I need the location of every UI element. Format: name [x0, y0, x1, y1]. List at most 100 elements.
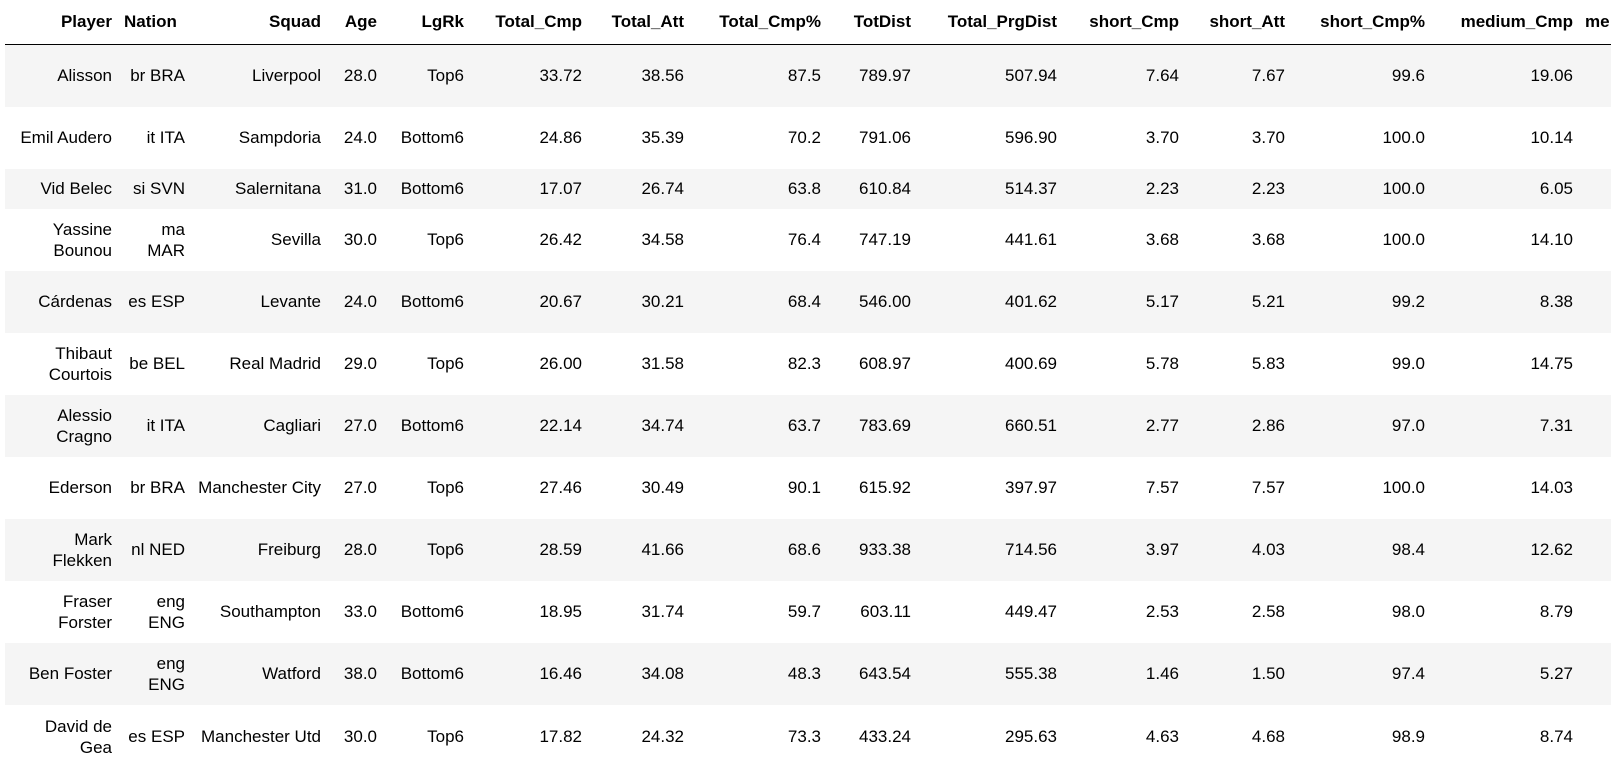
cell-total-cmp: 27.46 — [470, 456, 588, 519]
cell-player: Mark Flekken — [5, 518, 118, 581]
cell-short-cmp: 3.68 — [1063, 208, 1185, 271]
cell-age: 33.0 — [327, 580, 383, 643]
cell-total-cmp-pct: 68.4 — [690, 270, 827, 333]
column-header: Total_PrgDist — [917, 0, 1063, 45]
cell-total-cmp: 33.72 — [470, 44, 588, 107]
cell-total-cmp-pct: 59.7 — [690, 580, 827, 643]
cell-medium-cmp: 19.06 — [1431, 44, 1579, 107]
cell-short-att: 7.67 — [1185, 44, 1291, 107]
header-row: Player Nation Squad Age LgRk Total_Cmp T… — [5, 0, 1611, 45]
cell-short-cmp-pct: 100.0 — [1291, 208, 1431, 271]
cell-age: 31.0 — [327, 168, 383, 209]
cell-medium-cmp: 14.03 — [1431, 456, 1579, 519]
cell-nation: br BRA — [118, 44, 191, 107]
cell-total-att: 31.58 — [588, 332, 690, 395]
table-row: Alisson br BRA Liverpool 28.0 Top6 33.72 38.56… — [5, 44, 1611, 107]
cell-squad: Cagliari — [191, 394, 327, 457]
cell-total-cmp-pct: 73.3 — [690, 704, 827, 769]
cell-lgrk: Top6 — [383, 456, 470, 519]
cell-totdist: 546.00 — [827, 270, 917, 333]
cell-totdist: 933.38 — [827, 518, 917, 581]
cell-total-att: 41.66 — [588, 518, 690, 581]
cell-clipped — [1579, 106, 1611, 169]
cell-totdist: 615.92 — [827, 456, 917, 519]
cell-total-cmp: 28.59 — [470, 518, 588, 581]
cell-age: 30.0 — [327, 704, 383, 769]
cell-totdist: 610.84 — [827, 168, 917, 209]
cell-player: Thibaut Courtois — [5, 332, 118, 395]
cell-totdist: 643.54 — [827, 642, 917, 705]
cell-total-cmp: 16.46 — [470, 642, 588, 705]
cell-totdist: 747.19 — [827, 208, 917, 271]
cell-total-cmp: 24.86 — [470, 106, 588, 169]
cell-lgrk: Top6 — [383, 44, 470, 107]
table-row: Thibaut Courtois be BEL Real Madrid 29.0 Top… — [5, 332, 1611, 395]
cell-total-cmp-pct: 70.2 — [690, 106, 827, 169]
cell-totdist: 791.06 — [827, 106, 917, 169]
cell-short-att: 5.21 — [1185, 270, 1291, 333]
cell-age: 30.0 — [327, 208, 383, 271]
cell-total-cmp-pct: 76.4 — [690, 208, 827, 271]
cell-total-prgdist: 441.61 — [917, 208, 1063, 271]
cell-nation: es ESP — [118, 270, 191, 333]
cell-short-cmp: 5.17 — [1063, 270, 1185, 333]
column-header: Total_Cmp — [470, 0, 588, 45]
cell-lgrk: Bottom6 — [383, 270, 470, 333]
cell-squad: Watford — [191, 642, 327, 705]
cell-short-cmp: 7.57 — [1063, 456, 1185, 519]
cell-age: 24.0 — [327, 270, 383, 333]
cell-squad: Manchester Utd — [191, 704, 327, 769]
cell-total-prgdist: 507.94 — [917, 44, 1063, 107]
cell-short-att: 3.68 — [1185, 208, 1291, 271]
column-header: Total_Cmp% — [690, 0, 827, 45]
cell-short-cmp-pct: 99.2 — [1291, 270, 1431, 333]
column-header: short_Cmp% — [1291, 0, 1431, 45]
table-row: Emil Audero it ITA Sampdoria 24.0 Bottom6 24.… — [5, 106, 1611, 169]
cell-medium-cmp: 12.62 — [1431, 518, 1579, 581]
cell-squad: Levante — [191, 270, 327, 333]
cell-lgrk: Bottom6 — [383, 106, 470, 169]
cell-age: 28.0 — [327, 44, 383, 107]
cell-nation: nl NED — [118, 518, 191, 581]
cell-nation: eng ENG — [118, 642, 191, 705]
cell-short-att: 2.86 — [1185, 394, 1291, 457]
cell-age: 29.0 — [327, 332, 383, 395]
cell-medium-cmp: 10.14 — [1431, 106, 1579, 169]
cell-totdist: 783.69 — [827, 394, 917, 457]
cell-total-cmp: 17.82 — [470, 704, 588, 769]
cell-clipped — [1579, 168, 1611, 209]
cell-total-cmp: 26.42 — [470, 208, 588, 271]
cell-totdist: 433.24 — [827, 704, 917, 769]
cell-player: Ben Foster — [5, 642, 118, 705]
cell-nation: si SVN — [118, 168, 191, 209]
cell-nation: be BEL — [118, 332, 191, 395]
cell-totdist: 608.97 — [827, 332, 917, 395]
cell-total-att: 34.58 — [588, 208, 690, 271]
cell-short-cmp: 7.64 — [1063, 44, 1185, 107]
cell-short-cmp: 2.23 — [1063, 168, 1185, 209]
cell-player: Vid Belec — [5, 168, 118, 209]
cell-total-prgdist: 514.37 — [917, 168, 1063, 209]
cell-nation: br BRA — [118, 456, 191, 519]
cell-short-cmp: 2.77 — [1063, 394, 1185, 457]
cell-short-cmp-pct: 98.9 — [1291, 704, 1431, 769]
cell-age: 38.0 — [327, 642, 383, 705]
column-header: Nation — [118, 0, 191, 45]
table-row: Mark Flekken nl NED Freiburg 28.0 Top6 28.59 4… — [5, 518, 1611, 581]
cell-total-cmp-pct: 63.7 — [690, 394, 827, 457]
cell-short-cmp: 3.97 — [1063, 518, 1185, 581]
cell-short-cmp: 2.53 — [1063, 580, 1185, 643]
cell-nation: it ITA — [118, 394, 191, 457]
cell-age: 24.0 — [327, 106, 383, 169]
cell-nation: ma MAR — [118, 208, 191, 271]
column-header: Age — [327, 0, 383, 45]
cell-total-cmp-pct: 90.1 — [690, 456, 827, 519]
cell-lgrk: Bottom6 — [383, 642, 470, 705]
dataframe-viewport[interactable]: Player Nation Squad Age LgRk Total_Cmp T… — [5, 0, 1611, 777]
cell-squad: Liverpool — [191, 44, 327, 107]
cell-lgrk: Bottom6 — [383, 394, 470, 457]
column-header: Squad — [191, 0, 327, 45]
cell-total-cmp: 22.14 — [470, 394, 588, 457]
cell-total-cmp: 26.00 — [470, 332, 588, 395]
cell-total-prgdist: 660.51 — [917, 394, 1063, 457]
